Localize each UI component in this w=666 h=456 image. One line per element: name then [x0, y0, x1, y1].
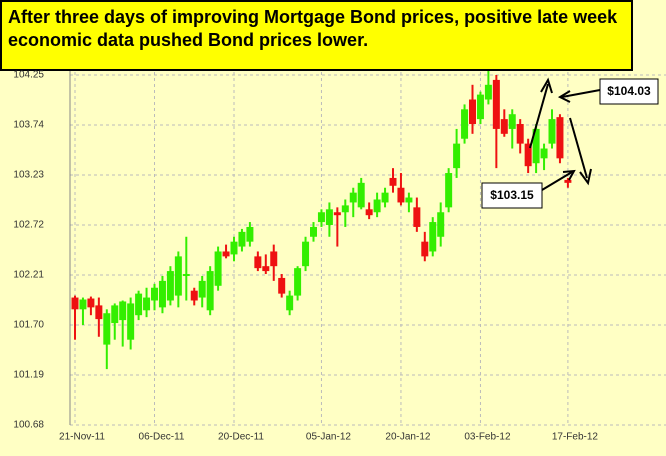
candle-body: [453, 143, 461, 169]
chart-title: After three days of improving Mortgage B…: [8, 7, 618, 50]
candle-body: [174, 256, 182, 296]
candle-body: [87, 298, 95, 308]
candle-body: [349, 192, 357, 203]
candle-body: [270, 251, 278, 267]
candle-body: [325, 209, 333, 225]
candle-body: [206, 271, 214, 311]
candle-body: [500, 119, 508, 134]
candle-body: [278, 277, 286, 294]
candle-body: [246, 226, 254, 242]
candle-body: [484, 84, 492, 100]
candle-body: [524, 143, 532, 167]
candle-body: [310, 226, 317, 237]
callout-box: [599, 78, 659, 105]
arrows: [529, 77, 601, 191]
candle-body: [262, 266, 270, 272]
candle-body: [222, 251, 230, 257]
candle-body: [492, 79, 500, 129]
candle-body: [158, 280, 166, 308]
candle-body: [95, 305, 103, 320]
candle-body: [103, 313, 111, 345]
candle-body: [508, 114, 516, 129]
candle-body: [397, 187, 405, 203]
candle-body: [198, 280, 206, 298]
annotation: $104.03: [607, 84, 651, 98]
candle-body: [413, 207, 421, 227]
plot-area: [70, 0, 666, 426]
candle-body: [302, 241, 310, 267]
candle-body: [119, 301, 127, 321]
candle-body: [254, 256, 262, 269]
candle-body: [190, 290, 198, 301]
candle-body: [341, 205, 349, 213]
candle-body: [111, 305, 119, 324]
candle-body: [317, 212, 325, 223]
candle-body: [548, 119, 556, 144]
candle-body: [294, 268, 302, 296]
candle-body: [469, 99, 476, 125]
x-tick-label: 20-Dec-11: [218, 432, 264, 443]
candle-body: [166, 271, 174, 301]
candle-body: [71, 297, 79, 310]
candle-body: [286, 295, 294, 311]
x-tick-label: 03-Feb-12: [464, 432, 511, 443]
x-tick-label: 17-Feb-12: [552, 432, 599, 443]
y-tick-label: 104.25: [13, 70, 44, 81]
candle-body: [532, 128, 540, 164]
candle-body: [127, 303, 135, 340]
candle-body: [381, 192, 389, 203]
callout-box: [481, 182, 543, 209]
candle-body: [230, 241, 238, 255]
candle-body: [461, 109, 469, 139]
candle-body: [365, 209, 373, 216]
candle-body: [540, 148, 548, 159]
candle-body: [214, 251, 222, 286]
y-tick-label: 102.21: [13, 270, 44, 281]
y-tick-label: 100.68: [13, 420, 44, 431]
candle-body: [182, 274, 190, 276]
title-wrap: After three days of improving Mortgage B…: [8, 7, 618, 50]
candle-body: [516, 124, 524, 144]
candle-body: [476, 94, 484, 120]
candle-body: [389, 177, 397, 186]
x-tick-label: 20-Jan-12: [385, 432, 430, 443]
x-tick-label: 21-Nov-11: [59, 432, 105, 443]
candle-body: [445, 173, 453, 208]
candle-body: [151, 287, 158, 301]
candle-body: [556, 117, 564, 159]
y-tick-label: 103.74: [13, 120, 44, 131]
candle-body: [429, 222, 437, 252]
title-box: [0, 0, 633, 71]
x-tick-label: 06-Dec-11: [139, 432, 185, 443]
candle-body: [564, 179, 572, 183]
candle-body: [421, 241, 429, 257]
candle-body: [357, 182, 365, 208]
y-tick-label: 101.70: [13, 320, 44, 331]
candle-body: [333, 212, 341, 216]
annotation: $103.15: [490, 188, 534, 202]
candle-body: [373, 199, 381, 213]
x-tick-label: 05-Jan-12: [306, 432, 351, 443]
y-tick-label: 101.19: [13, 370, 44, 381]
candle-body: [143, 297, 151, 311]
candle-body: [238, 231, 246, 247]
candle-body: [405, 197, 413, 203]
candle-body: [79, 299, 87, 310]
candle-body: [437, 212, 445, 237]
candle-body: [135, 293, 143, 316]
y-tick-label: 102.72: [13, 220, 44, 231]
y-tick-label: 103.23: [13, 170, 44, 181]
